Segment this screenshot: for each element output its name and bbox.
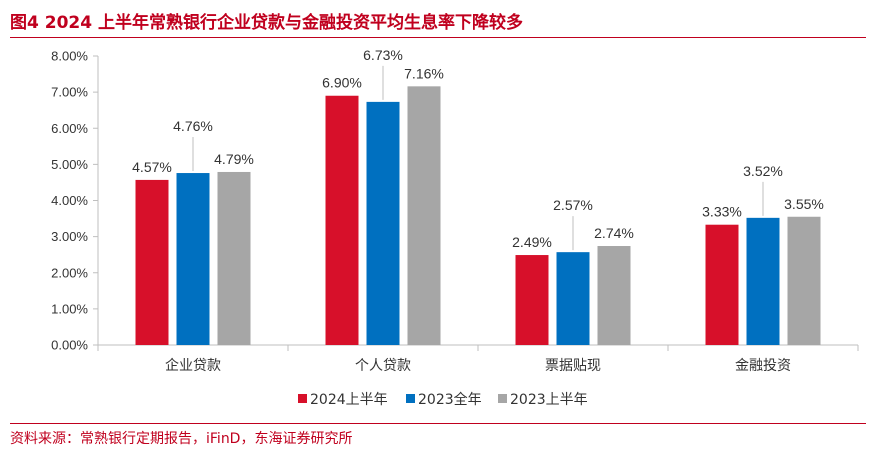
data-label: 3.33%: [702, 204, 742, 220]
bar: [787, 216, 821, 345]
data-label: 2.57%: [553, 197, 593, 213]
data-label: 7.16%: [404, 65, 444, 81]
data-label: 4.76%: [173, 118, 213, 134]
data-label: 2.49%: [512, 234, 552, 250]
y-tick-label: 1.00%: [51, 301, 88, 316]
data-label: 4.57%: [132, 159, 172, 175]
x-category-label: 企业贷款: [165, 357, 221, 374]
bar-series-group: 4.57% 6.90% 2.49% 3.33% 4.76% 6.73% 2.57% 3.52%…: [132, 47, 824, 345]
legend-swatch: [406, 394, 415, 403]
y-axis: 0.00% 1.00% 2.00% 3.00% 4.00% 5.00% 6.00% 7.00%…: [51, 49, 99, 353]
bar: [407, 86, 441, 345]
y-tick-label: 7.00%: [51, 85, 88, 100]
bar: [176, 173, 210, 345]
data-label: 4.79%: [214, 151, 254, 167]
source-rule: [10, 423, 866, 424]
x-category-label: 金融投资: [735, 358, 791, 374]
data-label: 2.74%: [594, 225, 634, 241]
y-tick-label: 4.00%: [51, 193, 88, 208]
data-label: 6.90%: [322, 75, 362, 91]
source-note: 资料来源：常熟银行定期报告，iFinD，东海证券研究所: [10, 431, 353, 447]
legend-label: 2023上半年: [510, 392, 588, 408]
data-label: 3.55%: [784, 196, 824, 212]
y-tick-label: 6.00%: [51, 121, 88, 136]
y-tick-label: 2.00%: [51, 265, 88, 280]
chart-title: 图4 2024 上半年常熟银行企业贷款与金融投资平均生息率下降较多: [10, 13, 523, 33]
data-label: 3.52%: [743, 163, 783, 179]
x-category-label: 票据贴现: [545, 358, 601, 374]
bar: [217, 171, 251, 345]
bar: [135, 179, 169, 345]
y-tick-label: 8.00%: [51, 49, 88, 64]
legend-label: 2023全年: [418, 391, 482, 408]
bar: [746, 217, 780, 345]
x-category-label: 个人贷款: [355, 358, 411, 374]
bar: [597, 246, 631, 345]
y-tick-label: 5.00%: [51, 157, 88, 172]
y-tick-label: 3.00%: [51, 229, 88, 244]
bar: [515, 255, 549, 345]
data-label: 6.73%: [363, 47, 403, 63]
legend-swatch: [298, 394, 307, 403]
legend-swatch: [498, 394, 507, 403]
x-axis: 企业贷款 个人贷款 票据贴现 金融投资: [97, 344, 859, 374]
bar: [366, 101, 400, 345]
title-rule: [10, 37, 866, 38]
bar: [556, 252, 590, 345]
legend-label: 2024上半年: [310, 392, 388, 408]
legend: 2024上半年 2023全年 2023上半年: [298, 391, 588, 408]
y-tick-label: 0.00%: [51, 338, 88, 353]
bar: [705, 224, 739, 345]
bar: [325, 95, 359, 345]
